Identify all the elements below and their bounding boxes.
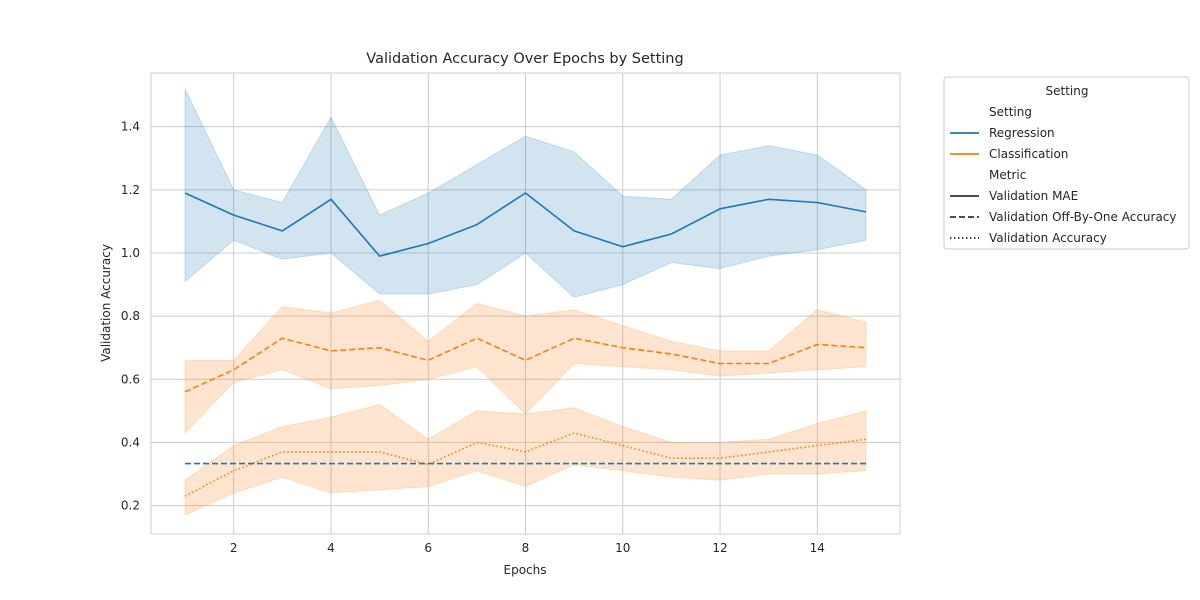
tick-labels: 2 4 6 8 10 12 14 0.2 0.4 0.6 0.8 1.0 1.2 1.4	[121, 120, 825, 555]
x-axis-label: Epochs	[504, 563, 547, 577]
x-tick-label: 14	[810, 541, 825, 555]
legend-style-entry-label: Validation Accuracy	[989, 231, 1107, 245]
confidence-band-2	[184, 299, 867, 435]
y-tick-label: 1.2	[121, 183, 140, 197]
chart-title: Validation Accuracy Over Epochs by Setti…	[366, 51, 683, 67]
legend: Setting Setting Regression Classification…	[943, 76, 1190, 250]
x-tick-label: 12	[712, 541, 727, 555]
y-tick-label: 0.8	[121, 309, 140, 323]
legend-frame	[943, 76, 1190, 250]
x-tick-label: 4	[327, 541, 335, 555]
series-lines	[184, 192, 867, 497]
legend-style-entry-label: Validation Off-By-One Accuracy	[989, 210, 1177, 224]
y-tick-label: 1.0	[121, 246, 140, 260]
legend-style-entry-label: Validation MAE	[989, 189, 1078, 203]
x-tick-label: 8	[522, 541, 530, 555]
legend-hue-heading: Setting	[989, 105, 1032, 119]
x-tick-label: 2	[230, 541, 238, 555]
plot-frame	[150, 72, 901, 535]
y-tick-label: 1.4	[121, 120, 140, 134]
y-tick-label: 0.6	[121, 372, 140, 386]
legend-hue-entry-label: Regression	[989, 126, 1055, 140]
confidence-band-3	[184, 403, 867, 516]
series-line-2	[184, 337, 867, 393]
grid	[151, 73, 900, 534]
legend-entries: Regression Classification Validation MAE Va…	[950, 126, 1177, 245]
legend-style-heading: Metric	[989, 168, 1026, 182]
y-tick-label: 0.4	[121, 435, 140, 449]
legend-title: Setting	[1046, 84, 1089, 98]
legend-hue-entry-label: Classification	[989, 147, 1068, 161]
y-axis-label: Validation Accuracy	[99, 244, 113, 362]
y-tick-label: 0.2	[121, 499, 140, 513]
x-tick-label: 10	[615, 541, 630, 555]
x-tick-label: 6	[424, 541, 432, 555]
series-line-1	[184, 192, 867, 257]
